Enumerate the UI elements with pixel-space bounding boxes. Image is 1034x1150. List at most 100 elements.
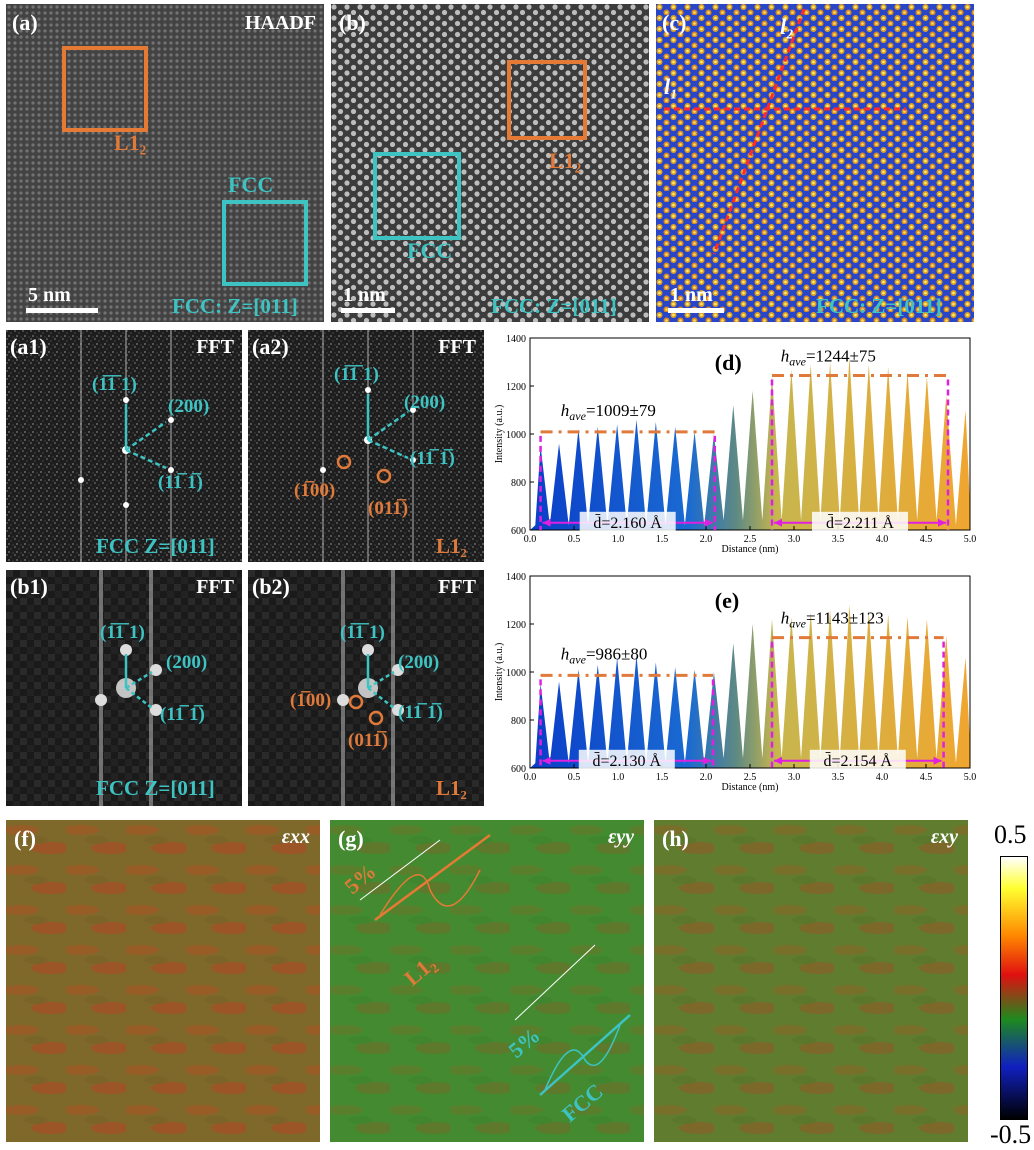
y-tick-label: 1200 xyxy=(506,620,526,631)
l12-region-box xyxy=(62,46,148,132)
x-tick-label: 4.0 xyxy=(876,772,889,783)
panel-h: (h) εxy xyxy=(654,820,968,1142)
panel-label-b: (b) xyxy=(339,10,366,35)
scale-bar-label: 1 nm xyxy=(670,284,713,306)
x-tick-label: 0.5 xyxy=(568,534,581,545)
avg-height-label-right: have=1143±123 xyxy=(781,609,884,631)
panel-label-c: (c) xyxy=(662,10,687,35)
fft-image xyxy=(6,570,242,806)
spacing-arrowhead-right xyxy=(703,756,712,765)
superlattice-spot-label-1: (1̅00) xyxy=(290,690,332,711)
spacing-label: d̄=2.130 Å xyxy=(593,752,662,770)
chart-e: 0.0 0.5 1.0 1.5 2.0 2.5 3.0 3.5 4.0 4.5 5.0 600 800 1… xyxy=(494,572,977,793)
avg-height-label-left: have=1009±79 xyxy=(561,401,656,423)
panel-label-a2: (a2) xyxy=(252,334,289,359)
y-tick-label: 1400 xyxy=(506,334,526,345)
x-tick-label: 1.0 xyxy=(612,772,625,783)
scale-bar-label: 5 nm xyxy=(28,284,71,306)
zone-axis-label: FCC Z=[011] xyxy=(96,776,215,800)
x-tick-label: 3.0 xyxy=(788,772,801,783)
fcc-region-box xyxy=(222,200,308,286)
fft-image xyxy=(248,570,484,806)
spot-label-3: (11̅ 1̅) xyxy=(158,472,203,493)
panel-label-b2: (b2) xyxy=(252,574,290,599)
fcc-box-label: FCC xyxy=(228,172,274,197)
panel-b: (b) L1₂ FCC 1 nm FCC: Z=[011] xyxy=(331,4,649,322)
panel-label-b1: (b1) xyxy=(10,574,48,599)
spacing-arrowhead-left xyxy=(774,756,782,765)
colorbar-min-label: -0.5 xyxy=(990,1120,1032,1149)
x-tick-label: 0.5 xyxy=(568,772,581,783)
y-tick-label: 600 xyxy=(511,526,526,537)
fft-image xyxy=(248,330,484,562)
panel-a: (a) HAADF L1₂ FCC 5 nm FCC: Z=[011] xyxy=(6,4,324,322)
panel-label-f: (f) xyxy=(14,826,36,851)
panel-a2: (a2) FFT (1̅1̅ 1) (200) (11̅ 1̅) (1̅00) … xyxy=(248,330,484,562)
spacing-arrowhead-right xyxy=(938,518,946,527)
spacing-arrowhead-left xyxy=(542,518,551,527)
panel-g: (g) εyy 5% L1₂ 5% FCC xyxy=(330,820,644,1142)
y-tick-label: 800 xyxy=(511,716,526,727)
spacing-label: d̄=2.154 Å xyxy=(824,752,893,770)
colorbar xyxy=(1000,856,1028,1120)
x-tick-label: 1.5 xyxy=(656,772,669,783)
fft-image xyxy=(6,330,242,562)
panel-c: (c) l₁ l₂ 1 nm FCC: Z=[011] xyxy=(656,4,974,322)
avg-height-label-right: have=1244±75 xyxy=(781,346,876,368)
x-tick-label: 4.5 xyxy=(920,534,933,545)
spot-label-1: (1̅1̅ 1) xyxy=(100,622,145,643)
intensity-profile-area xyxy=(530,604,970,768)
spacing-label: d̄=2.211 Å xyxy=(826,514,894,532)
l12-box-label: L1₂ xyxy=(114,130,147,155)
mode-label: FFT xyxy=(438,336,476,358)
mode-label: FFT xyxy=(438,576,476,598)
line-l1-label: l₁ xyxy=(664,74,678,99)
strain-map-xx xyxy=(6,820,320,1142)
y-tick-label: 1000 xyxy=(506,430,526,441)
spacing-arrowhead-left xyxy=(774,518,782,527)
zone-axis-label: FCC Z=[011] xyxy=(96,534,215,558)
x-axis-label: Distance (nm) xyxy=(722,544,779,555)
panel-a1: (a1) FFT (1̅1̅ 1) (200) (11̅ 1̅) FCC Z=[… xyxy=(6,330,242,562)
line-l2 xyxy=(712,8,806,255)
panel-label-g: (g) xyxy=(338,826,364,851)
x-tick-label: 3.5 xyxy=(832,534,845,545)
spacing-arrowhead-left xyxy=(542,756,551,765)
y-tick-label: 1200 xyxy=(506,382,526,393)
strain-component-label: εyy xyxy=(608,826,634,848)
mode-label: FFT xyxy=(196,336,234,358)
y-tick-label: 600 xyxy=(511,764,526,775)
spacing-label-bg xyxy=(578,749,675,770)
panel-f: (f) εxx xyxy=(6,820,320,1142)
panel-label-a1: (a1) xyxy=(10,334,47,359)
scale-bar xyxy=(26,308,98,313)
hrstem-image xyxy=(331,4,649,322)
zone-axis-label: FCC: Z=[011] xyxy=(816,294,942,318)
x-tick-label: 5.0 xyxy=(964,534,977,545)
y-axis-label: Intensity (a.u.) xyxy=(494,643,505,702)
x-tick-label: 0.0 xyxy=(524,534,537,545)
x-tick-label: 0.0 xyxy=(524,772,537,783)
spacing-label-bg xyxy=(812,511,908,532)
x-tick-label: 5.0 xyxy=(964,772,977,783)
colored-lattice-image xyxy=(656,4,974,322)
mode-label: HAADF xyxy=(244,12,316,34)
panel-b1: (b1) FFT (1̅1̅ 1) (200) (11̅ 1̅) FCC Z=[… xyxy=(6,570,242,806)
mode-label: FFT xyxy=(196,576,234,598)
spot-label-1: (1̅1̅ 1) xyxy=(340,622,385,643)
zone-axis-label: FCC: Z=[011] xyxy=(491,294,617,318)
y-tick-label: 1000 xyxy=(506,668,526,679)
haadf-image xyxy=(6,4,324,322)
scale-bar xyxy=(341,308,395,313)
spot-label-2: (200) xyxy=(404,392,446,413)
x-tick-label: 2.0 xyxy=(700,772,713,783)
avg-height-label-left: have=986±80 xyxy=(561,644,648,666)
spot-label-3: (11̅ 1̅) xyxy=(160,704,205,725)
panel-label-h: (h) xyxy=(662,826,689,851)
x-tick-label: 2.5 xyxy=(744,534,757,545)
strain-component-label: εxx xyxy=(281,826,310,848)
fcc-box-label: FCC xyxy=(407,238,453,263)
x-tick-label: 1.0 xyxy=(612,534,625,545)
l12-box-label: L1₂ xyxy=(549,148,582,173)
phase-label: L1₂ xyxy=(436,776,467,800)
